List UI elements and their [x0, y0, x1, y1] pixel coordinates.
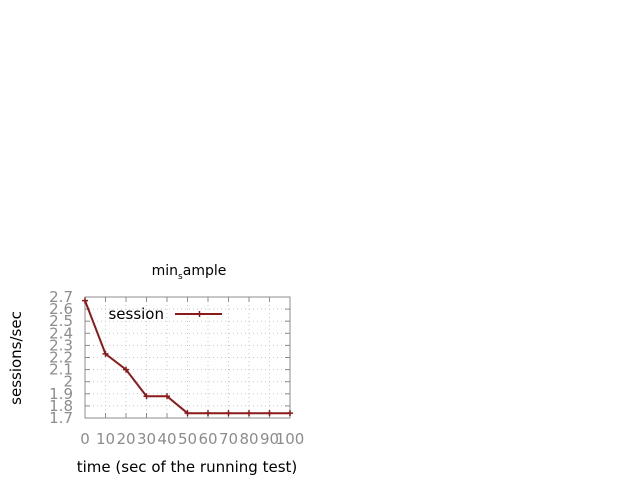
y-tick-label: 2.5: [49, 312, 73, 330]
x-axis-label: time (sec of the running test): [77, 458, 298, 476]
chart-title-subscript: s: [178, 272, 183, 282]
series-layer: [82, 297, 293, 417]
x-tick-label: 40: [157, 430, 176, 448]
y-tick-label: 1.7: [49, 409, 73, 427]
data-point: [225, 410, 232, 417]
x-tick-label: 90: [260, 430, 279, 448]
y-tick-label: 2.1: [49, 361, 73, 379]
x-tick-label: 10: [96, 430, 115, 448]
y-tick-label: 2.3: [49, 336, 73, 354]
y-tick-label: 1.9: [49, 385, 73, 403]
y-tick-label: 2.4: [49, 324, 73, 342]
x-tick-label: 50: [178, 430, 197, 448]
y-tick-label: 2: [63, 373, 73, 391]
x-tick-label: 60: [198, 430, 217, 448]
data-point: [123, 366, 129, 373]
data-point: [164, 393, 170, 400]
legend-label-session: session: [108, 305, 164, 323]
x-tick-label: 30: [137, 430, 156, 448]
x-tick-label: 20: [116, 430, 135, 448]
data-point: [102, 350, 109, 357]
x-tick-label: 70: [219, 430, 238, 448]
chart-title: minsample: [152, 263, 227, 282]
data-point: [184, 410, 191, 417]
y-axis-label: sessions/sec: [7, 311, 25, 405]
y-tick-label: 2.6: [49, 300, 73, 318]
y-ticks: 1.71.81.922.12.22.32.42.52.62.7: [49, 288, 290, 427]
x-tick-label: 100: [276, 430, 305, 448]
chart-title-rest: ample: [183, 263, 227, 279]
data-point: [266, 410, 273, 417]
x-tick-label: 80: [239, 430, 258, 448]
data-point: [205, 410, 211, 417]
legend: session: [108, 305, 222, 323]
y-tick-label: 2.2: [49, 349, 73, 367]
y-tick-label: 1.8: [49, 397, 73, 415]
chart-title-main: min: [152, 263, 178, 279]
data-point: [143, 393, 150, 400]
data-point: [287, 410, 293, 417]
legend-marker-session: [196, 311, 203, 317]
x-tick-label: 0: [80, 430, 90, 448]
data-point: [82, 297, 88, 304]
y-tick-label: 2.7: [49, 288, 73, 306]
data-point: [246, 410, 252, 417]
